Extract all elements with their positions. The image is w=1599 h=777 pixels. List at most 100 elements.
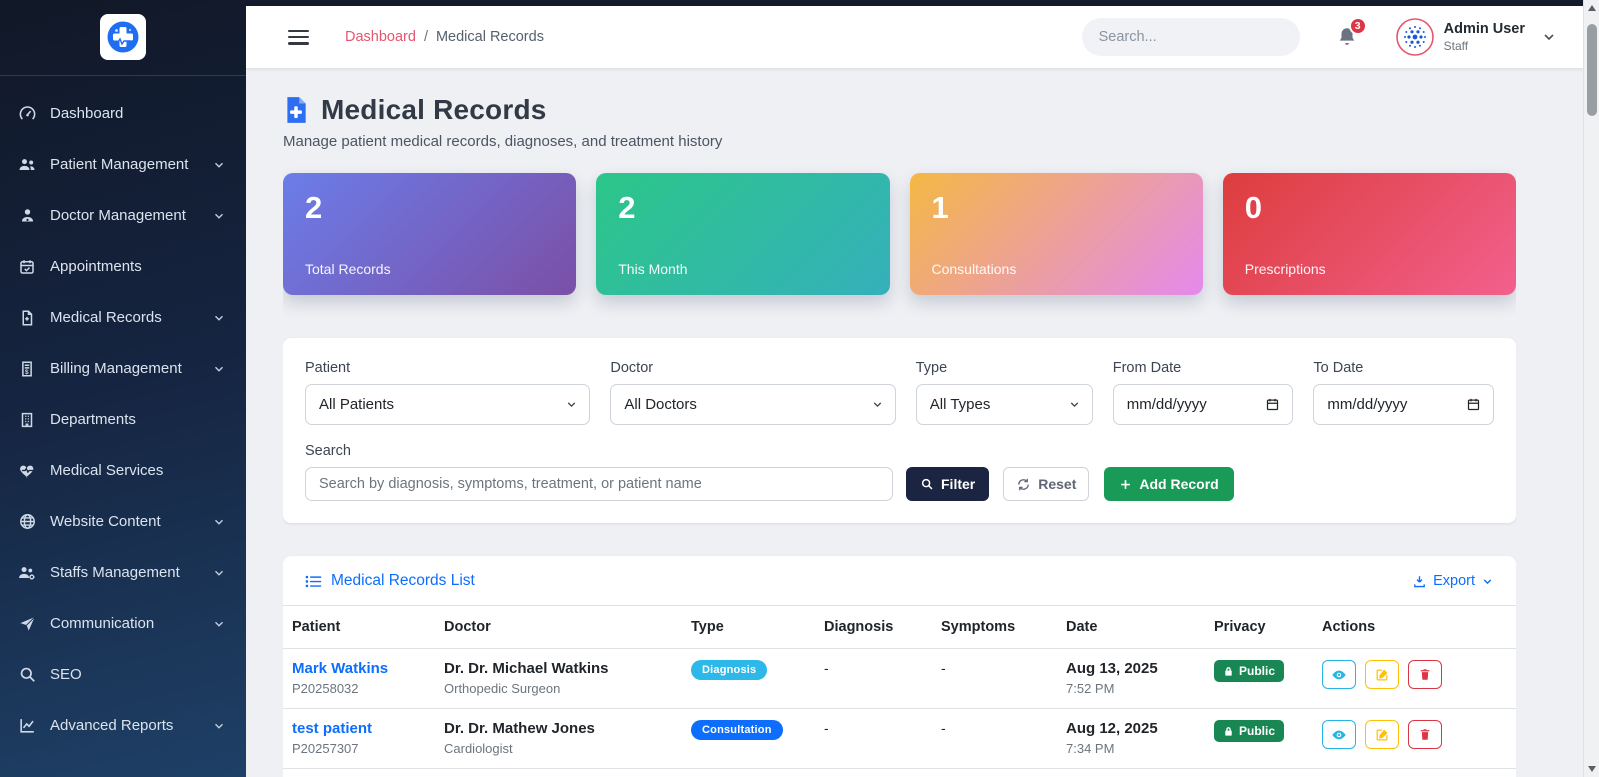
breadcrumb-dashboard-link[interactable]: Dashboard [345, 29, 416, 45]
view-button[interactable] [1322, 660, 1356, 689]
date-value: mm/dd/yyyy [1327, 396, 1408, 413]
filter-doctor-label: Doctor [610, 360, 654, 376]
sidebar: Dashboard Patient Management Doctor Mana… [0, 0, 246, 777]
eye-icon [1332, 670, 1346, 679]
from-date-input[interactable]: mm/dd/yyyy [1112, 384, 1294, 425]
paper-plane-icon [17, 614, 37, 634]
breadcrumb-separator: / [423, 29, 428, 45]
sidebar-item-medical-services[interactable]: Medical Services [0, 445, 246, 496]
sidebar-item-label: Medical Services [50, 462, 164, 479]
gauge-icon [17, 104, 37, 124]
sidebar-item-advanced-reports[interactable]: Advanced Reports [0, 700, 246, 751]
scroll-up-arrow[interactable] [1587, 5, 1596, 11]
patient-name-link[interactable]: test patient [292, 720, 373, 737]
sidebar-item-appointments[interactable]: Appointments [0, 241, 246, 292]
sidebar-item-dashboard[interactable]: Dashboard [0, 88, 246, 139]
col-type: Type [683, 605, 816, 649]
record-date: Aug 12, 2025 [1066, 720, 1158, 737]
patient-name-link[interactable]: Mark Watkins [292, 660, 389, 677]
scrollbar-thumb[interactable] [1586, 24, 1597, 116]
add-record-button[interactable]: Add Record [1104, 467, 1234, 501]
sidebar-item-doctor-management[interactable]: Doctor Management [0, 190, 246, 241]
symptoms-value: - [941, 720, 946, 736]
filter-panel: Patient All Patients Doctor All Doctors … [283, 338, 1516, 523]
chevron-down-icon [212, 362, 226, 376]
sidebar-item-label: Billing Management [50, 360, 182, 377]
chevron-down-icon [212, 311, 226, 325]
edit-button[interactable] [1365, 720, 1399, 749]
avatar[interactable] [1395, 18, 1434, 56]
stat-value: 1 [931, 190, 949, 225]
type-select[interactable]: All Types [915, 384, 1093, 425]
doctor-name: Dr. Dr. Michael Watkins [444, 660, 609, 677]
filter-to-date-label: To Date [1313, 360, 1364, 376]
edit-icon [1376, 729, 1387, 741]
lock-icon [1225, 666, 1232, 676]
reset-button[interactable]: Reset [1003, 467, 1090, 501]
user-meta: Admin User Staff [1444, 20, 1525, 53]
records-table-card: Medical Records List Export Patient Doct… [283, 556, 1516, 777]
col-actions: Actions [1314, 605, 1516, 649]
file-medical-icon [17, 308, 37, 328]
delete-button[interactable] [1408, 720, 1442, 749]
global-search-input[interactable] [1098, 29, 1286, 45]
patient-select[interactable]: All Patients [305, 384, 591, 425]
col-diagnosis: Diagnosis [816, 605, 933, 649]
sidebar-item-communication[interactable]: Communication [0, 598, 246, 649]
sidebar-item-seo[interactable]: SEO [0, 649, 246, 700]
delete-button[interactable] [1408, 660, 1442, 689]
users-icon [17, 155, 37, 175]
to-date-input[interactable]: mm/dd/yyyy [1313, 384, 1494, 425]
search-icon [921, 478, 933, 490]
file-medical-icon [287, 97, 306, 123]
stat-value: 2 [305, 190, 323, 225]
scroll-down-arrow[interactable] [1587, 766, 1596, 772]
refresh-icon [1018, 478, 1030, 490]
menu-toggle-button[interactable] [288, 29, 309, 45]
records-search-input[interactable] [305, 467, 893, 501]
sidebar-item-website-content[interactable]: Website Content [0, 496, 246, 547]
type-badge: Consultation [691, 720, 783, 740]
doctor-specialty: Cardiologist [444, 741, 513, 756]
filter-patient: Patient All Patients [305, 360, 591, 425]
stats-cards: 2 Total Records 2 This Month 1 Consultat… [283, 173, 1516, 295]
export-button[interactable]: Export [1412, 573, 1494, 589]
privacy-badge: Public [1214, 720, 1285, 742]
heart-pulse-icon [17, 461, 37, 481]
chevron-down-icon [212, 209, 226, 223]
record-time: 7:34 PM [1066, 741, 1115, 756]
sidebar-item-billing-management[interactable]: $ Billing Management [0, 343, 246, 394]
filter-button[interactable]: Filter [906, 467, 990, 501]
user-menu-chevron-icon[interactable] [1541, 29, 1557, 45]
sidebar-item-label: SEO [50, 666, 82, 683]
chart-line-icon [17, 716, 37, 736]
chevron-down-icon [212, 617, 226, 631]
col-doctor: Doctor [436, 605, 683, 649]
privacy-badge: Public [1214, 660, 1285, 682]
sidebar-item-label: Medical Records [50, 309, 162, 326]
filter-from-date-label: From Date [1112, 360, 1182, 376]
calendar-icon[interactable] [1265, 397, 1280, 412]
chevron-down-icon [212, 515, 226, 529]
doctor-select[interactable]: All Doctors [610, 384, 896, 425]
filter-to-date: To Date mm/dd/yyyy [1313, 360, 1494, 425]
sidebar-item-departments[interactable]: Departments [0, 394, 246, 445]
records-list-title: Medical Records List [305, 572, 475, 590]
edit-button[interactable] [1365, 660, 1399, 689]
main-content: Medical Records Manage patient medical r… [283, 68, 1516, 777]
table-header-row: Patient Doctor Type Diagnosis Symptoms D… [283, 605, 1516, 649]
notifications-button[interactable]: 3 [1336, 17, 1367, 48]
filter-type: Type All Types [915, 360, 1093, 425]
view-button[interactable] [1322, 720, 1356, 749]
chevron-down-icon [212, 566, 226, 580]
app-logo[interactable] [100, 14, 146, 60]
sidebar-item-patient-management[interactable]: Patient Management [0, 139, 246, 190]
chevron-down-icon [1483, 578, 1492, 584]
trash-icon [1420, 669, 1430, 680]
filter-search-row: Search Filter Reset Add Record [305, 443, 1494, 501]
vertical-scrollbar[interactable] [1583, 0, 1599, 777]
calendar-icon[interactable] [1466, 397, 1481, 412]
sidebar-item-medical-records[interactable]: Medical Records [0, 292, 246, 343]
stat-label: This Month [618, 261, 688, 277]
sidebar-item-staffs-management[interactable]: Staffs Management [0, 547, 246, 598]
